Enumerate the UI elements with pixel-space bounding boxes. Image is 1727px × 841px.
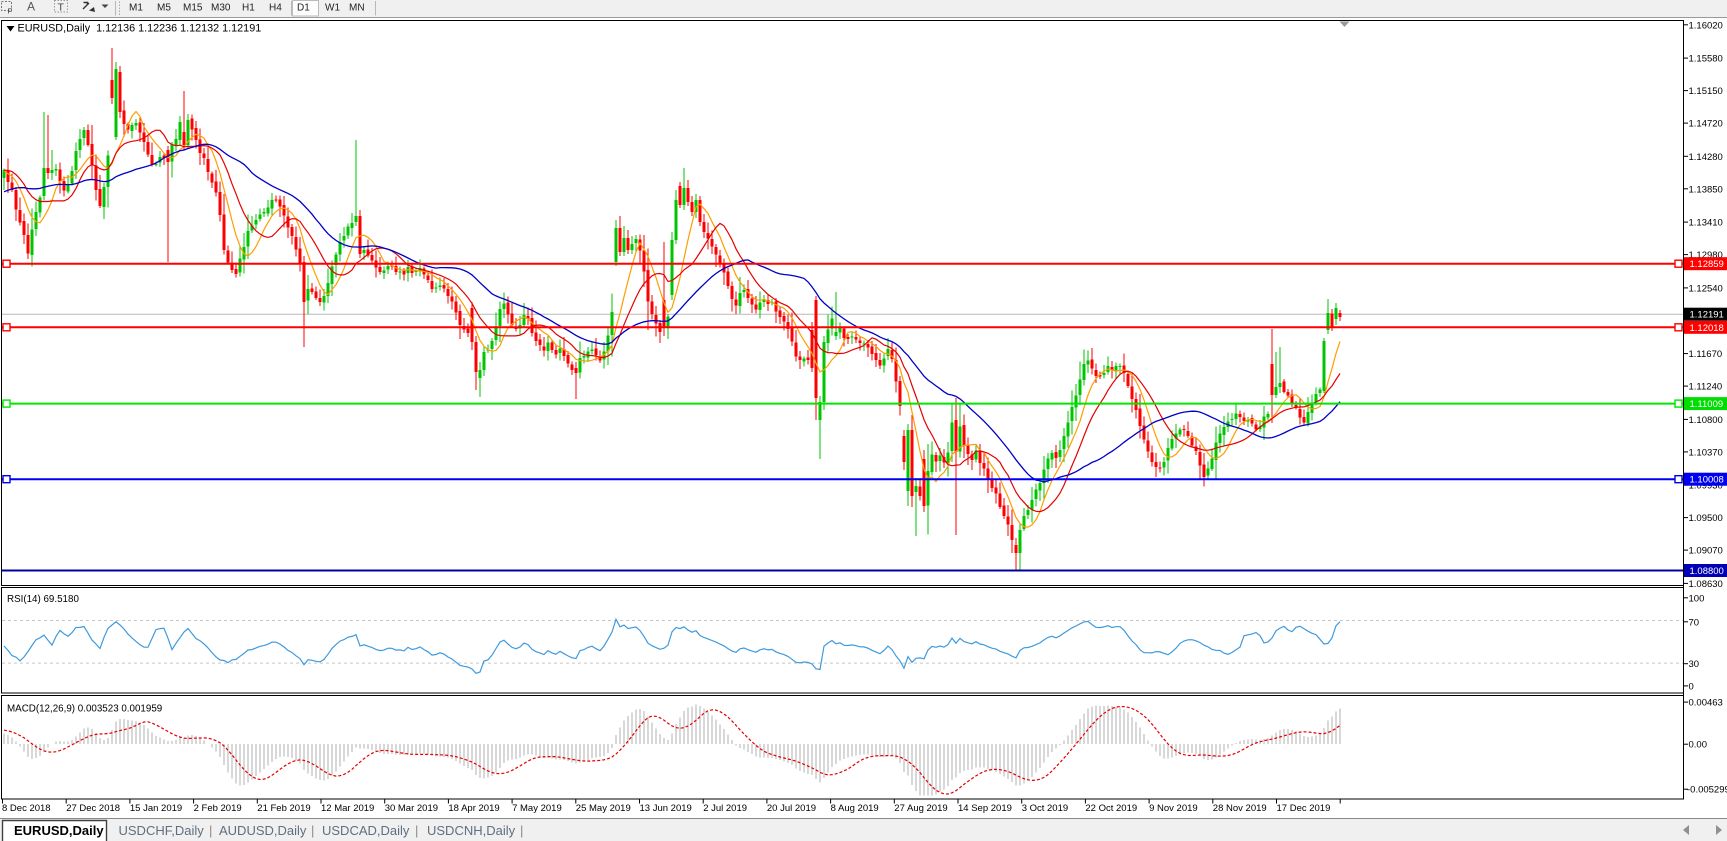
svg-text:MN: MN [349,3,365,14]
svg-text:8 Aug 2019: 8 Aug 2019 [831,803,879,814]
svg-text:9 Nov 2019: 9 Nov 2019 [1149,803,1198,814]
svg-text:1.08800: 1.08800 [1690,566,1724,577]
svg-text:-0.005299: -0.005299 [1687,785,1727,796]
svg-text:100: 100 [1689,593,1705,604]
svg-text:17 Dec 2019: 17 Dec 2019 [1277,803,1331,814]
svg-text:|: | [209,823,212,838]
svg-text:8 Dec 2018: 8 Dec 2018 [2,803,51,814]
svg-text:22 Oct 2019: 22 Oct 2019 [1085,803,1137,814]
svg-text:70: 70 [1689,617,1700,628]
svg-text:1.15580: 1.15580 [1689,54,1723,65]
svg-text:|: | [415,823,418,838]
svg-text:1.09930: 1.09930 [1689,481,1723,492]
svg-text:1.12980: 1.12980 [1689,250,1723,261]
svg-text:1.13850: 1.13850 [1689,184,1723,195]
svg-text:1.12018: 1.12018 [1690,323,1724,334]
svg-text:25 May 2019: 25 May 2019 [576,803,631,814]
svg-text:1.10370: 1.10370 [1689,447,1723,458]
svg-text:18 Apr 2019: 18 Apr 2019 [448,803,499,814]
svg-text:30 Mar 2019: 30 Mar 2019 [385,803,438,814]
svg-text:20 Jul 2019: 20 Jul 2019 [767,803,816,814]
svg-text:7 May 2019: 7 May 2019 [512,803,562,814]
svg-text:14 Sep 2019: 14 Sep 2019 [958,803,1012,814]
svg-text:H1: H1 [242,3,255,14]
svg-text:12 Mar 2019: 12 Mar 2019 [321,803,374,814]
svg-text:M1: M1 [129,3,143,14]
svg-text:27 Dec 2018: 27 Dec 2018 [66,803,120,814]
svg-text:|: | [311,823,314,838]
svg-text:21 Feb 2019: 21 Feb 2019 [257,803,310,814]
svg-text:1.10008: 1.10008 [1690,475,1724,486]
svg-text:0.00463: 0.00463 [1689,698,1723,709]
svg-text:1.11670: 1.11670 [1689,349,1723,360]
svg-text:15 Jan 2019: 15 Jan 2019 [130,803,182,814]
svg-text:1.13410: 1.13410 [1689,218,1723,229]
svg-text:1.12191: 1.12191 [1690,310,1724,321]
svg-text:RSI(14) 69.5180: RSI(14) 69.5180 [7,594,79,605]
svg-text:T: T [58,2,65,14]
svg-text:1.10800: 1.10800 [1689,415,1723,426]
svg-text:EURUSD,Daily 1.12136 1.12236: EURUSD,Daily 1.12136 1.12236 1.12132 1.1… [18,23,262,35]
svg-text:M30: M30 [211,3,231,14]
svg-text:0: 0 [1689,681,1694,692]
svg-text:USDCNH,Daily: USDCNH,Daily [427,823,516,838]
svg-text:W1: W1 [325,3,340,14]
svg-text:1.11009: 1.11009 [1690,399,1724,410]
svg-text:1.15150: 1.15150 [1689,86,1723,97]
svg-text:28 Nov 2019: 28 Nov 2019 [1213,803,1267,814]
svg-text:1.11240: 1.11240 [1689,382,1723,393]
svg-text:USDCAD,Daily: USDCAD,Daily [322,823,410,838]
svg-text:D1: D1 [297,3,310,14]
svg-text:0.00: 0.00 [1689,740,1708,751]
svg-text:3 Oct 2019: 3 Oct 2019 [1022,803,1068,814]
svg-text:M5: M5 [157,3,171,14]
svg-text:|: | [520,823,523,838]
svg-text:AUDUSD,Daily: AUDUSD,Daily [219,823,307,838]
svg-text:MACD(12,26,9) 0.003523 0.00195: MACD(12,26,9) 0.003523 0.001959 [7,704,162,715]
svg-text:1.09070: 1.09070 [1689,546,1723,557]
svg-text:1.09500: 1.09500 [1689,513,1723,524]
svg-text:EURUSD,Daily: EURUSD,Daily [14,823,104,838]
svg-text:A: A [27,0,35,14]
svg-text:2 Jul 2019: 2 Jul 2019 [703,803,747,814]
svg-text:1.16020: 1.16020 [1689,20,1723,31]
svg-text:1.14280: 1.14280 [1689,152,1723,163]
svg-text:13 Jun 2019: 13 Jun 2019 [640,803,692,814]
svg-text:1.12859: 1.12859 [1690,259,1724,270]
svg-text:2 Feb 2019: 2 Feb 2019 [194,803,242,814]
svg-text:30: 30 [1689,659,1700,670]
svg-text:M15: M15 [183,3,203,14]
svg-text:F: F [8,7,13,16]
svg-text:H4: H4 [269,3,282,14]
svg-text:1.12540: 1.12540 [1689,283,1723,294]
svg-text:USDCHF,Daily: USDCHF,Daily [119,823,205,838]
svg-text:1.14720: 1.14720 [1689,119,1723,130]
svg-text:27 Aug 2019: 27 Aug 2019 [894,803,947,814]
svg-text:1.08630: 1.08630 [1689,579,1723,590]
